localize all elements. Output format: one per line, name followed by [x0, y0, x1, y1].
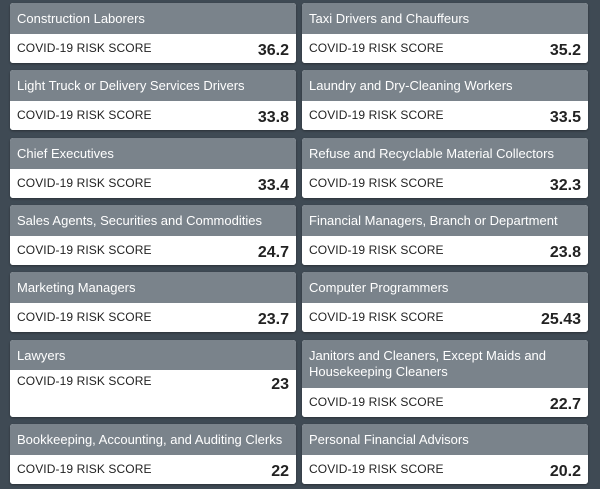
score-value: 23	[271, 376, 289, 393]
occupation-card: Bookkeeping, Accounting, and Auditing Cl…	[10, 424, 296, 484]
occupation-card: Personal Financial Advisors COVID-19 RIS…	[302, 424, 588, 484]
score-label: COVID-19 RISK SCORE	[17, 461, 152, 476]
score-value: 22.7	[549, 395, 581, 413]
score-value: 22	[271, 462, 289, 480]
score-value: 33.5	[549, 108, 581, 126]
occupation-title: Financial Managers, Branch or Department	[302, 205, 588, 236]
occupation-card: Chief Executives COVID-19 RISK SCORE 33.…	[10, 138, 296, 198]
score-value: 23.8	[549, 243, 581, 261]
score-row: COVID-19 RISK SCORE 24.7	[10, 236, 296, 265]
score-value: 35.2	[549, 41, 581, 59]
occupation-title: Personal Financial Advisors	[302, 424, 588, 455]
score-row: COVID-19 RISK SCORE 35.2	[302, 34, 588, 63]
score-label: COVID-19 RISK SCORE	[17, 175, 152, 190]
occupation-title: Computer Programmers	[302, 272, 588, 303]
score-label: COVID-19 RISK SCORE	[17, 40, 152, 55]
occupation-title: Chief Executives	[10, 138, 296, 169]
occupation-title: Taxi Drivers and Chauffeurs	[302, 3, 588, 34]
score-value: 25.43	[540, 310, 581, 328]
occupation-title: Marketing Managers	[10, 272, 296, 303]
score-row: COVID-19 RISK SCORE 23.8	[302, 236, 588, 265]
score-value: 23.7	[257, 310, 289, 328]
score-row: COVID-19 RISK SCORE 33.4	[10, 169, 296, 198]
score-value: 32.3	[549, 176, 581, 194]
score-label: COVID-19 RISK SCORE	[309, 40, 444, 55]
occupation-card: Janitors and Cleaners, Except Maids and …	[302, 340, 588, 417]
score-row: COVID-19 RISK SCORE 20.2	[302, 455, 588, 484]
occupation-card: Construction Laborers COVID-19 RISK SCOR…	[10, 3, 296, 63]
occupation-card: Laundry and Dry-Cleaning Workers COVID-1…	[302, 70, 588, 130]
occupation-title: Laundry and Dry-Cleaning Workers	[302, 70, 588, 101]
score-row: COVID-19 RISK SCORE 22.7	[302, 388, 588, 417]
score-value: 33.8	[257, 108, 289, 126]
score-row: COVID-19 RISK SCORE 23	[10, 370, 296, 417]
score-row: COVID-19 RISK SCORE 25.43	[302, 303, 588, 332]
occupation-title: Sales Agents, Securities and Commodities	[10, 205, 296, 236]
score-label: COVID-19 RISK SCORE	[309, 309, 444, 324]
occupation-card: Light Truck or Delivery Services Drivers…	[10, 70, 296, 130]
occupation-title: Light Truck or Delivery Services Drivers	[10, 70, 296, 101]
occupation-card: Sales Agents, Securities and Commodities…	[10, 205, 296, 265]
occupation-card: Computer Programmers COVID-19 RISK SCORE…	[302, 272, 588, 332]
score-label: COVID-19 RISK SCORE	[17, 374, 152, 388]
score-value: 20.2	[549, 462, 581, 480]
score-row: COVID-19 RISK SCORE 22	[10, 455, 296, 484]
occupation-card: Taxi Drivers and Chauffeurs COVID-19 RIS…	[302, 3, 588, 63]
score-label: COVID-19 RISK SCORE	[309, 107, 444, 122]
occupation-card: Marketing Managers COVID-19 RISK SCORE 2…	[10, 272, 296, 332]
occupation-title: Lawyers	[10, 340, 296, 370]
score-value: 33.4	[257, 176, 289, 194]
score-label: COVID-19 RISK SCORE	[17, 242, 152, 257]
occupation-title: Janitors and Cleaners, Except Maids and …	[302, 340, 588, 388]
score-row: COVID-19 RISK SCORE 32.3	[302, 169, 588, 198]
score-row: COVID-19 RISK SCORE 33.8	[10, 101, 296, 130]
score-row: COVID-19 RISK SCORE 33.5	[302, 101, 588, 130]
occupation-title: Construction Laborers	[10, 3, 296, 34]
occupation-title: Refuse and Recyclable Material Collector…	[302, 138, 588, 169]
score-label: COVID-19 RISK SCORE	[17, 107, 152, 122]
score-label: COVID-19 RISK SCORE	[309, 461, 444, 476]
score-value: 36.2	[257, 41, 289, 59]
score-value: 24.7	[257, 243, 289, 261]
score-label: COVID-19 RISK SCORE	[17, 309, 152, 324]
occupation-card: Refuse and Recyclable Material Collector…	[302, 138, 588, 198]
score-label: COVID-19 RISK SCORE	[309, 175, 444, 190]
score-row: COVID-19 RISK SCORE 23.7	[10, 303, 296, 332]
occupation-card: Financial Managers, Branch or Department…	[302, 205, 588, 265]
occupation-card: Lawyers COVID-19 RISK SCORE 23	[10, 340, 296, 417]
score-row: COVID-19 RISK SCORE 36.2	[10, 34, 296, 63]
occupation-title: Bookkeeping, Accounting, and Auditing Cl…	[10, 424, 296, 455]
score-label: COVID-19 RISK SCORE	[309, 242, 444, 257]
score-label: COVID-19 RISK SCORE	[309, 394, 444, 409]
